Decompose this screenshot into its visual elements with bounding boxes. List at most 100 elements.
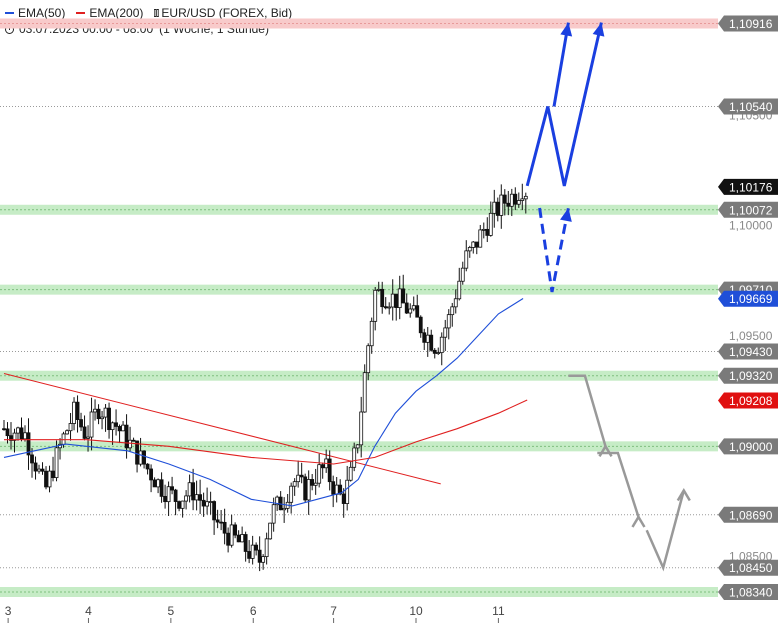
candle-body bbox=[345, 479, 350, 504]
candle-body bbox=[408, 308, 413, 314]
candle-body bbox=[492, 201, 497, 214]
candle bbox=[142, 450, 146, 469]
candle-body bbox=[415, 305, 420, 318]
time-axis-label: 10 bbox=[409, 604, 423, 618]
candle bbox=[520, 183, 525, 211]
candle bbox=[89, 397, 94, 451]
level-price-tag: 1,09000 bbox=[718, 438, 778, 455]
support-zone-band bbox=[0, 587, 718, 597]
candle-body bbox=[2, 428, 6, 431]
candle bbox=[387, 302, 392, 315]
candle bbox=[9, 422, 13, 450]
candle bbox=[187, 474, 192, 503]
candle-body bbox=[516, 200, 521, 205]
candle-body bbox=[310, 479, 315, 486]
last-price-price-tag-bg bbox=[718, 178, 778, 195]
candle-body bbox=[471, 241, 476, 248]
candle bbox=[226, 527, 231, 553]
candle bbox=[54, 440, 59, 482]
candle-body bbox=[268, 522, 273, 540]
candle bbox=[394, 293, 399, 321]
ema200-price-tag-bg bbox=[718, 392, 778, 409]
ema-layer bbox=[3, 298, 528, 507]
forecast-up-dashed-arrow-head bbox=[560, 208, 572, 222]
candle-body bbox=[226, 532, 231, 546]
ema50-label: EMA(50) bbox=[18, 6, 66, 20]
candle-body bbox=[142, 450, 146, 465]
candle-body bbox=[485, 228, 490, 236]
time-axis-label: 7 bbox=[330, 604, 337, 618]
candle-body bbox=[331, 481, 336, 495]
candle-body bbox=[107, 407, 111, 431]
candle-body bbox=[271, 504, 276, 524]
candle bbox=[359, 396, 364, 458]
candle-body bbox=[425, 334, 430, 343]
candle bbox=[390, 279, 395, 321]
candle-body bbox=[205, 501, 210, 507]
candle-body bbox=[93, 408, 97, 413]
candle-body bbox=[236, 534, 241, 543]
level-price-tag-text: 1,10916 bbox=[729, 17, 773, 31]
level-price-tag: 1,08450 bbox=[718, 559, 778, 576]
level-price-tag-bg bbox=[718, 438, 778, 455]
candle-body bbox=[201, 499, 206, 507]
candle-body bbox=[110, 422, 115, 431]
candle-body bbox=[387, 306, 392, 309]
forecast-down-arrow-2 bbox=[597, 451, 640, 518]
candle-body bbox=[149, 468, 153, 481]
forecast-up-arrow-2-head bbox=[560, 22, 573, 37]
level-price-tag-bg bbox=[718, 559, 778, 576]
forecast-up-arrow bbox=[525, 22, 603, 187]
forecast-down-arrow-2-head bbox=[631, 514, 646, 528]
candle-body bbox=[506, 202, 511, 207]
candle-body bbox=[170, 486, 174, 491]
candle-body bbox=[261, 556, 266, 563]
candle-body bbox=[9, 435, 13, 441]
candle bbox=[457, 267, 462, 301]
candle-body bbox=[453, 298, 458, 308]
candles-layer bbox=[2, 183, 528, 572]
candle-body bbox=[464, 250, 469, 269]
candle bbox=[75, 395, 80, 433]
candle bbox=[100, 410, 104, 430]
candle bbox=[373, 286, 378, 331]
candle bbox=[194, 480, 199, 511]
candle bbox=[418, 315, 423, 338]
candle-body bbox=[523, 195, 528, 200]
candle bbox=[264, 532, 269, 565]
candle bbox=[334, 476, 339, 503]
candle bbox=[397, 275, 402, 320]
candle bbox=[415, 294, 420, 318]
candle bbox=[366, 343, 371, 381]
candle bbox=[145, 463, 150, 475]
candle bbox=[506, 190, 511, 216]
candle bbox=[369, 317, 374, 354]
level-price-tag: 1,08690 bbox=[718, 506, 778, 523]
candle-body bbox=[457, 280, 462, 300]
forecast-down-arrow-3 bbox=[645, 490, 686, 572]
candle bbox=[436, 347, 441, 355]
candle bbox=[292, 478, 297, 496]
candle bbox=[460, 261, 465, 285]
candle bbox=[429, 329, 434, 352]
candle bbox=[243, 531, 248, 562]
candle-body bbox=[394, 293, 399, 308]
price-axis-tick: 1,09500 bbox=[729, 329, 773, 343]
candle bbox=[79, 412, 83, 432]
candle-body bbox=[383, 306, 388, 309]
candle-body bbox=[495, 201, 500, 216]
candle-body bbox=[65, 430, 69, 435]
candle bbox=[135, 440, 139, 473]
candle-body bbox=[257, 549, 262, 563]
candle bbox=[86, 425, 90, 452]
candle-body bbox=[117, 426, 122, 432]
candle-body bbox=[159, 479, 164, 497]
level-price-tag-text: 1,08690 bbox=[729, 508, 773, 522]
candle bbox=[131, 437, 136, 442]
ema200-swatch bbox=[76, 12, 86, 14]
candle bbox=[439, 332, 444, 366]
candle-body bbox=[520, 198, 525, 201]
candle bbox=[313, 468, 318, 495]
candle-body bbox=[481, 228, 486, 231]
level-price-tag-bg bbox=[718, 98, 778, 115]
